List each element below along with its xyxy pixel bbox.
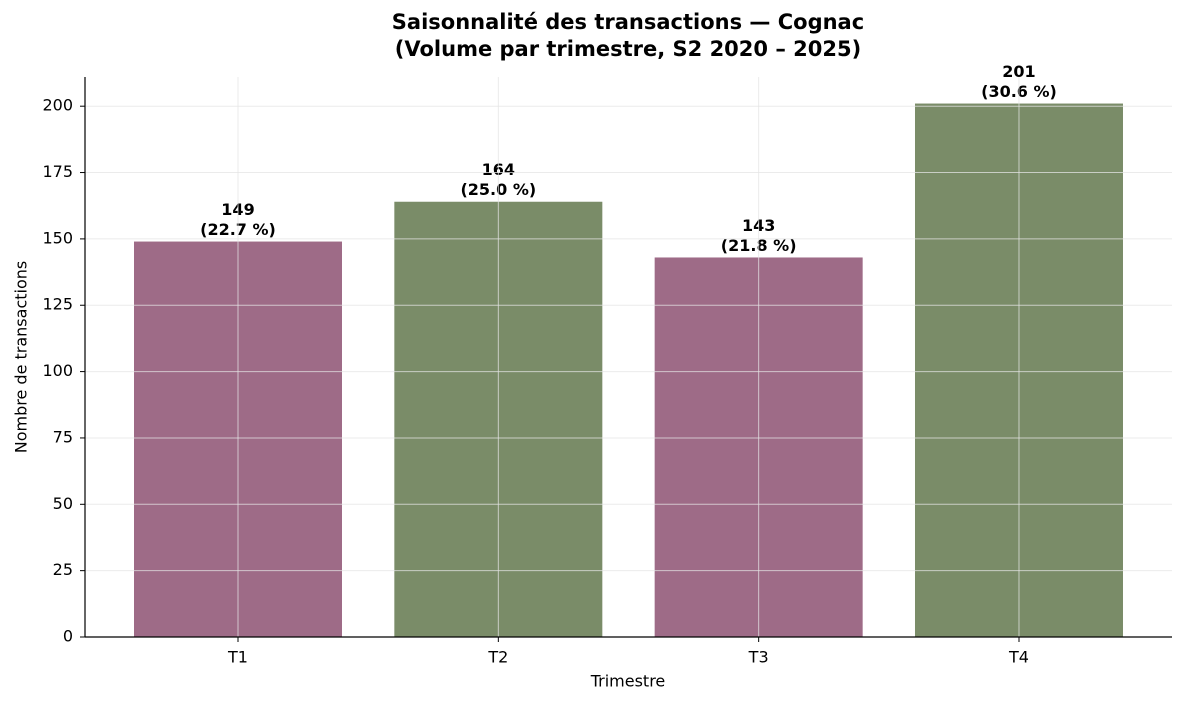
y-tick-label: 0 bbox=[63, 627, 73, 646]
y-tick-label: 125 bbox=[42, 295, 73, 314]
x-tick-label: T2 bbox=[487, 648, 508, 667]
chart-title: Saisonnalité des transactions — Cognac bbox=[392, 10, 864, 34]
y-tick-label: 25 bbox=[53, 560, 73, 579]
value-label: 201 bbox=[1002, 62, 1035, 81]
y-tick-label: 200 bbox=[42, 96, 73, 115]
x-axis-label: Trimestre bbox=[590, 672, 666, 691]
x-tick-label: T1 bbox=[227, 648, 248, 667]
y-axis-label: Nombre de transactions bbox=[12, 261, 31, 453]
chart-title: (Volume par trimestre, S2 2020 – 2025) bbox=[395, 37, 861, 61]
x-tick-label: T3 bbox=[748, 648, 769, 667]
y-tick-label: 75 bbox=[53, 427, 73, 446]
y-tick-label: 150 bbox=[42, 228, 73, 247]
y-tick-label: 175 bbox=[42, 162, 73, 181]
x-tick-label: T4 bbox=[1008, 648, 1029, 667]
y-tick-label: 100 bbox=[42, 361, 73, 380]
y-tick-label: 50 bbox=[53, 494, 73, 513]
